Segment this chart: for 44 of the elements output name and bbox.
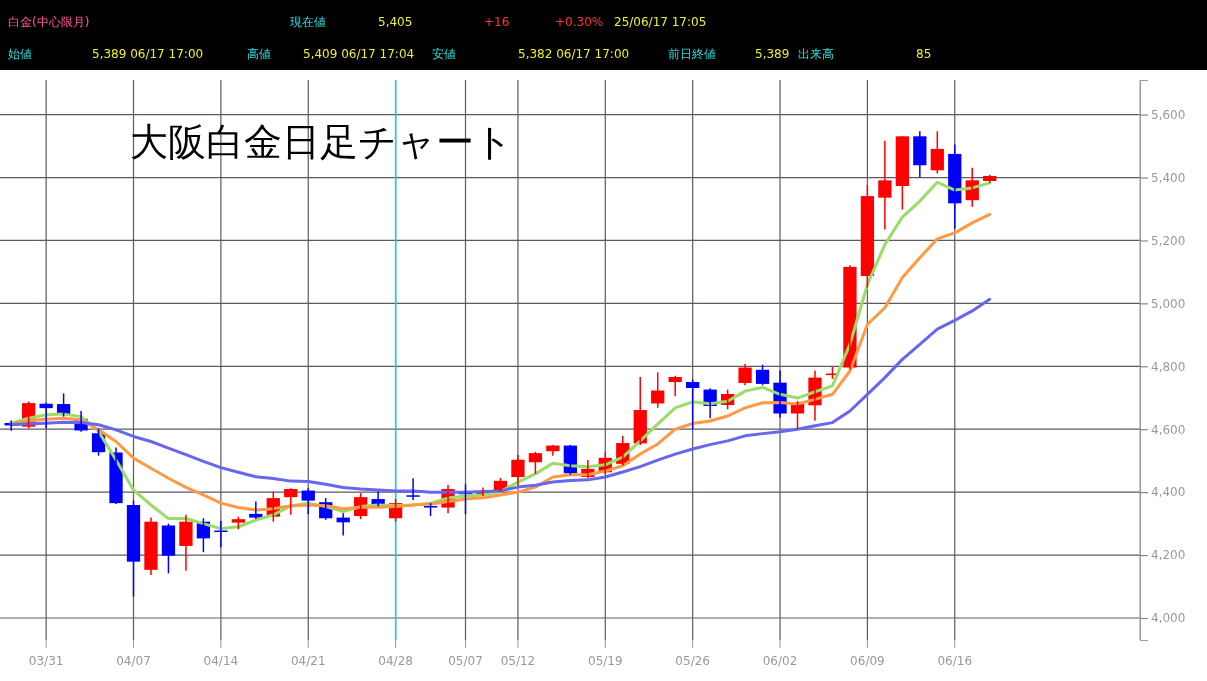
x-tick-label: 03/31 — [28, 654, 64, 668]
text: +16 — [484, 15, 510, 29]
text: 前日終値 — [668, 47, 716, 61]
y-tick-label: 5,600 — [1151, 107, 1186, 122]
candlestick — [895, 135, 909, 211]
y-tick-label: 5,200 — [1151, 233, 1186, 248]
x-tick-label: 05/12 — [500, 654, 536, 668]
text: 高値 — [247, 47, 271, 61]
candlestick — [126, 499, 141, 598]
text: 安値 — [432, 47, 456, 61]
text: 現在値 — [290, 15, 326, 29]
x-tick-label: 04/07 — [116, 654, 151, 668]
candlestick — [878, 139, 892, 231]
candlestick — [406, 477, 420, 501]
y-tick-label: 4,000 — [1151, 611, 1186, 626]
text: 5,382 06/17 17:00 — [518, 47, 630, 61]
candlestick — [686, 378, 700, 430]
x-tick-label: 04/14 — [203, 654, 239, 668]
text: 5,389 — [755, 47, 790, 61]
text: 85 — [916, 47, 932, 61]
x-tick-label: 04/28 — [378, 654, 413, 668]
text: 白金(中心限月) — [8, 15, 90, 29]
x-tick-label: 06/02 — [762, 654, 798, 668]
y-tick-label: 4,200 — [1151, 548, 1186, 563]
x-tick-label: 05/26 — [675, 654, 710, 668]
x-tick-label: 05/07 — [448, 654, 483, 668]
text: +0.30% — [555, 15, 604, 29]
x-tick-label: 06/16 — [937, 654, 973, 668]
x-tick-label: 04/21 — [290, 654, 326, 668]
text: 25/06/17 17:05 — [614, 15, 707, 29]
candlestick — [161, 522, 176, 575]
text: 始値 — [8, 47, 32, 61]
x-tick-label: 05/19 — [588, 654, 623, 668]
text: 出来高 — [798, 47, 834, 61]
text: 5,389 06/17 17:00 — [92, 47, 204, 61]
text: 5,405 — [378, 15, 413, 29]
candlestick — [144, 516, 158, 576]
y-tick-label: 5,400 — [1151, 170, 1186, 185]
text: 5,409 06/17 17:04 — [303, 47, 415, 61]
y-tick-label: 4,600 — [1151, 422, 1186, 437]
x-tick-label: 06/09 — [850, 654, 885, 668]
y-tick-label: 4,800 — [1151, 359, 1186, 374]
y-tick-label: 5,000 — [1151, 296, 1186, 311]
y-tick-label: 4,400 — [1151, 485, 1186, 500]
